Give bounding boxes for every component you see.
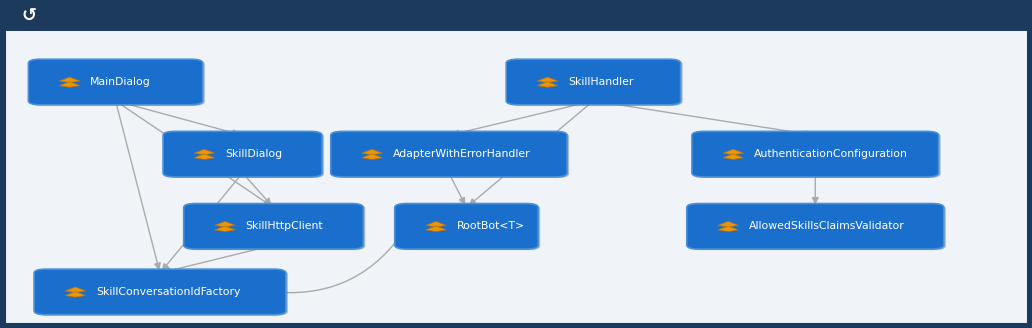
FancyBboxPatch shape — [163, 131, 322, 177]
FancyBboxPatch shape — [332, 132, 570, 178]
FancyBboxPatch shape — [508, 60, 683, 106]
FancyArrowPatch shape — [243, 173, 270, 204]
Polygon shape — [722, 154, 743, 159]
Polygon shape — [361, 149, 383, 155]
Polygon shape — [65, 292, 86, 297]
Text: ↺: ↺ — [22, 7, 36, 25]
FancyBboxPatch shape — [506, 59, 681, 105]
FancyBboxPatch shape — [0, 0, 1032, 31]
FancyArrowPatch shape — [593, 101, 811, 136]
FancyArrowPatch shape — [164, 245, 273, 274]
Text: MainDialog: MainDialog — [91, 77, 151, 87]
Polygon shape — [60, 77, 80, 83]
Text: SkillConversationIdFactory: SkillConversationIdFactory — [96, 287, 240, 297]
Polygon shape — [718, 226, 739, 232]
FancyBboxPatch shape — [694, 132, 941, 178]
FancyBboxPatch shape — [184, 203, 363, 249]
Text: AllowedSkillsClaimsValidator: AllowedSkillsClaimsValidator — [749, 221, 904, 231]
FancyArrowPatch shape — [470, 101, 593, 205]
Polygon shape — [60, 82, 80, 87]
FancyArrowPatch shape — [453, 101, 593, 136]
Polygon shape — [537, 82, 557, 87]
Polygon shape — [65, 287, 86, 293]
Text: SkillDialog: SkillDialog — [225, 149, 282, 159]
Polygon shape — [722, 149, 743, 155]
FancyArrowPatch shape — [116, 101, 160, 269]
Text: RootBot<T>: RootBot<T> — [456, 221, 525, 231]
Polygon shape — [194, 149, 215, 155]
FancyArrowPatch shape — [116, 101, 270, 205]
Polygon shape — [215, 221, 235, 227]
FancyBboxPatch shape — [330, 131, 568, 177]
Polygon shape — [215, 226, 235, 232]
FancyArrowPatch shape — [278, 226, 407, 296]
FancyBboxPatch shape — [31, 60, 204, 106]
Polygon shape — [361, 154, 383, 159]
Polygon shape — [718, 221, 739, 227]
FancyBboxPatch shape — [687, 203, 943, 249]
FancyBboxPatch shape — [394, 203, 539, 249]
FancyArrowPatch shape — [449, 173, 464, 204]
FancyBboxPatch shape — [34, 269, 286, 315]
FancyArrowPatch shape — [116, 101, 238, 135]
Polygon shape — [426, 226, 447, 232]
Polygon shape — [537, 77, 557, 83]
FancyBboxPatch shape — [689, 205, 945, 250]
FancyBboxPatch shape — [396, 205, 541, 250]
FancyBboxPatch shape — [36, 270, 288, 316]
Text: AuthenticationConfiguration: AuthenticationConfiguration — [753, 149, 908, 159]
Text: SkillHandler: SkillHandler — [568, 77, 634, 87]
FancyBboxPatch shape — [186, 205, 365, 250]
FancyArrowPatch shape — [163, 173, 243, 270]
FancyBboxPatch shape — [29, 59, 202, 105]
Polygon shape — [426, 221, 447, 227]
Polygon shape — [194, 154, 215, 159]
Text: AdapterWithErrorHandler: AdapterWithErrorHandler — [392, 149, 530, 159]
FancyBboxPatch shape — [691, 131, 938, 177]
FancyArrowPatch shape — [812, 173, 818, 203]
Text: SkillHttpClient: SkillHttpClient — [246, 221, 323, 231]
FancyBboxPatch shape — [165, 132, 324, 178]
